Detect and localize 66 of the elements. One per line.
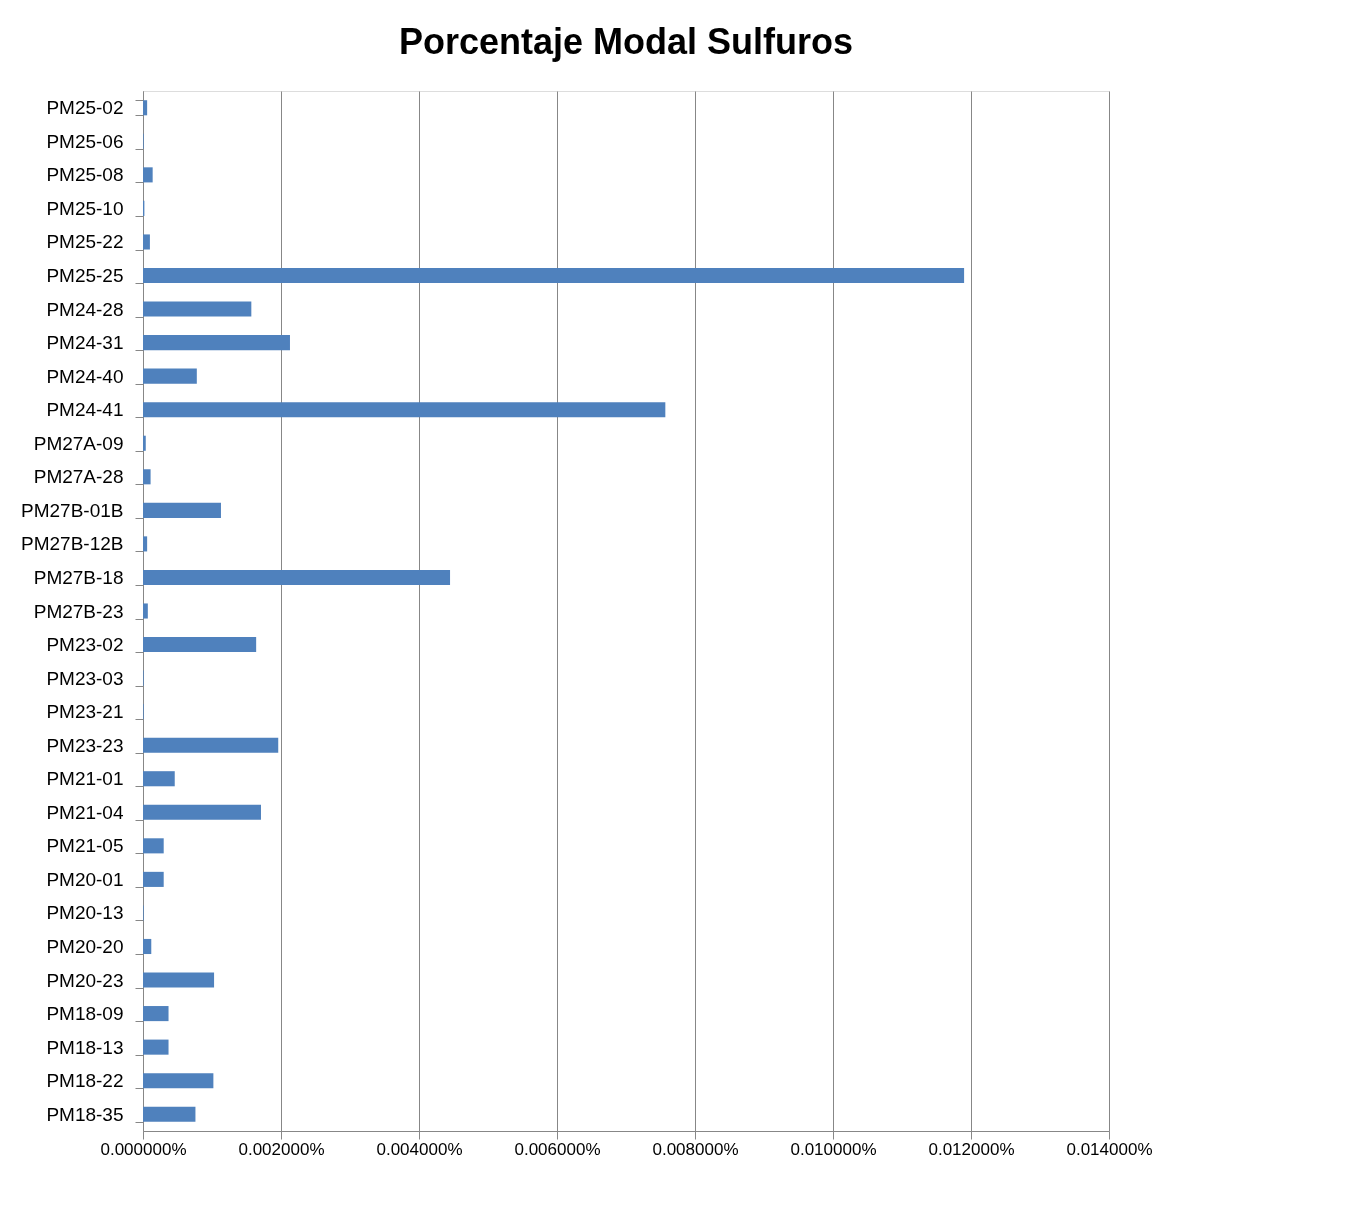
y-tick-label: PM20-20: [46, 935, 124, 957]
bar: [143, 301, 252, 317]
y-tick-label: PM25-25: [46, 265, 124, 287]
bar: [143, 368, 197, 384]
x-tick-label: 0.012000%: [928, 1139, 1015, 1159]
bar: [143, 603, 148, 619]
y-tick-label: PM24-41: [46, 399, 124, 421]
y-tick-label: PM21-05: [46, 835, 124, 857]
bar: [143, 972, 215, 988]
bar: [143, 838, 164, 854]
y-tick-label: PM27B-18: [33, 566, 124, 588]
y-tick-label: PM23-21: [46, 701, 124, 723]
bar: [143, 267, 965, 284]
bar: [143, 569, 451, 585]
y-tick-label: PM24-31: [46, 332, 124, 354]
y-tick-label: PM23-23: [46, 734, 124, 756]
y-tick-label: PM25-10: [46, 197, 124, 219]
y-tick-label: PM24-40: [46, 365, 124, 387]
y-tick-label: PM20-23: [46, 969, 124, 991]
y-tick-label: PM27A-28: [33, 466, 124, 488]
x-tick-label: 0.008000%: [652, 1139, 739, 1159]
y-tick-label: PM25-02: [46, 97, 124, 119]
bar: [143, 100, 148, 116]
bar: [143, 536, 148, 552]
bar: [143, 167, 153, 183]
bar: [143, 402, 666, 418]
y-tick-label: PM21-01: [46, 768, 124, 790]
bar: [143, 871, 164, 887]
y-tick-label: PM27B-12B: [21, 533, 124, 555]
bar: [143, 469, 151, 485]
bar: [143, 637, 257, 653]
bar: [143, 771, 175, 787]
x-tick-label: 0.000000%: [100, 1139, 187, 1159]
y-tick-label: PM25-22: [46, 231, 124, 253]
bar: [143, 737, 279, 753]
x-tick-label: 0.004000%: [376, 1139, 463, 1159]
y-tick-label: PM25-08: [46, 164, 124, 186]
y-tick-label: PM18-22: [46, 1070, 124, 1092]
bar: [143, 234, 150, 250]
bar: [143, 1106, 196, 1122]
y-tick-label: PM27A-09: [33, 432, 124, 454]
bar: [143, 502, 221, 518]
y-tick-label: PM21-04: [46, 801, 124, 823]
y-tick-label: PM27B-01B: [21, 499, 124, 521]
x-tick-label: 0.014000%: [1066, 1139, 1153, 1159]
bar: [143, 938, 152, 955]
bar: [143, 804, 261, 820]
y-tick-label: PM27B-23: [33, 600, 124, 622]
y-tick-label: PM20-01: [46, 868, 124, 890]
bar: [143, 335, 290, 351]
y-tick-label: PM23-03: [46, 667, 124, 689]
x-tick-label: 0.002000%: [238, 1139, 325, 1159]
x-tick-label: 0.010000%: [790, 1139, 877, 1159]
bar: [143, 435, 146, 451]
y-tick-label: PM25-06: [46, 130, 124, 152]
chart-title: Porcentaje Modal Sulfuros: [398, 21, 854, 62]
x-tick-label: 0.006000%: [514, 1139, 601, 1159]
y-tick-label: PM24-28: [46, 298, 124, 320]
y-tick-label: PM18-35: [46, 1103, 124, 1125]
y-tick-label: PM20-13: [46, 902, 124, 924]
bar: [143, 1039, 169, 1055]
bar: [143, 1073, 214, 1089]
y-tick-label: PM18-09: [46, 1003, 124, 1025]
y-tick-label: PM18-13: [46, 1036, 124, 1058]
y-tick-label: PM23-02: [46, 634, 124, 656]
bar: [143, 1006, 169, 1022]
